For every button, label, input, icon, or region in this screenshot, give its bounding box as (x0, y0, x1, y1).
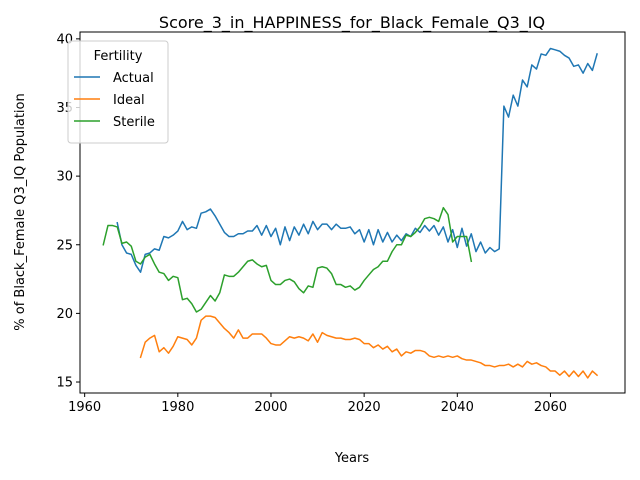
legend-label-actual: Actual (113, 71, 154, 86)
x-tick-label: 1980 (161, 400, 194, 415)
series-line-ideal (139, 315, 599, 379)
y-tick-label: 15 (56, 376, 73, 391)
legend: Fertility Actual Ideal Sterile (67, 40, 169, 144)
legend-label-sterile: Sterile (113, 115, 155, 130)
x-tick-label: 2060 (534, 400, 567, 415)
series-line-sterile (102, 206, 473, 313)
axes-frame (79, 31, 626, 394)
x-axis: 1960 1980 2000 2020 2040 2060 (68, 393, 567, 415)
series-line-actual (116, 47, 598, 273)
x-tick-label: 2020 (348, 400, 381, 415)
y-axis-label: % of Black_Female Q3_IQ Population (13, 93, 28, 330)
legend-title: Fertility (94, 49, 143, 64)
chart-title: Score_3_in_HAPPINESS_for_Black_Female_Q3… (159, 13, 545, 33)
x-tick-label: 2040 (441, 400, 474, 415)
legend-entries: Actual Ideal Sterile (74, 71, 155, 130)
plot-area (102, 47, 599, 379)
x-tick-label: 2000 (254, 400, 287, 415)
x-axis-label: Years (334, 451, 370, 466)
y-tick-label: 30 (56, 170, 73, 185)
y-tick-label: 20 (56, 307, 73, 322)
x-tick-label: 1960 (68, 400, 101, 415)
y-tick-label: 25 (56, 238, 73, 253)
legend-box (67, 40, 169, 144)
legend-label-ideal: Ideal (113, 93, 145, 108)
